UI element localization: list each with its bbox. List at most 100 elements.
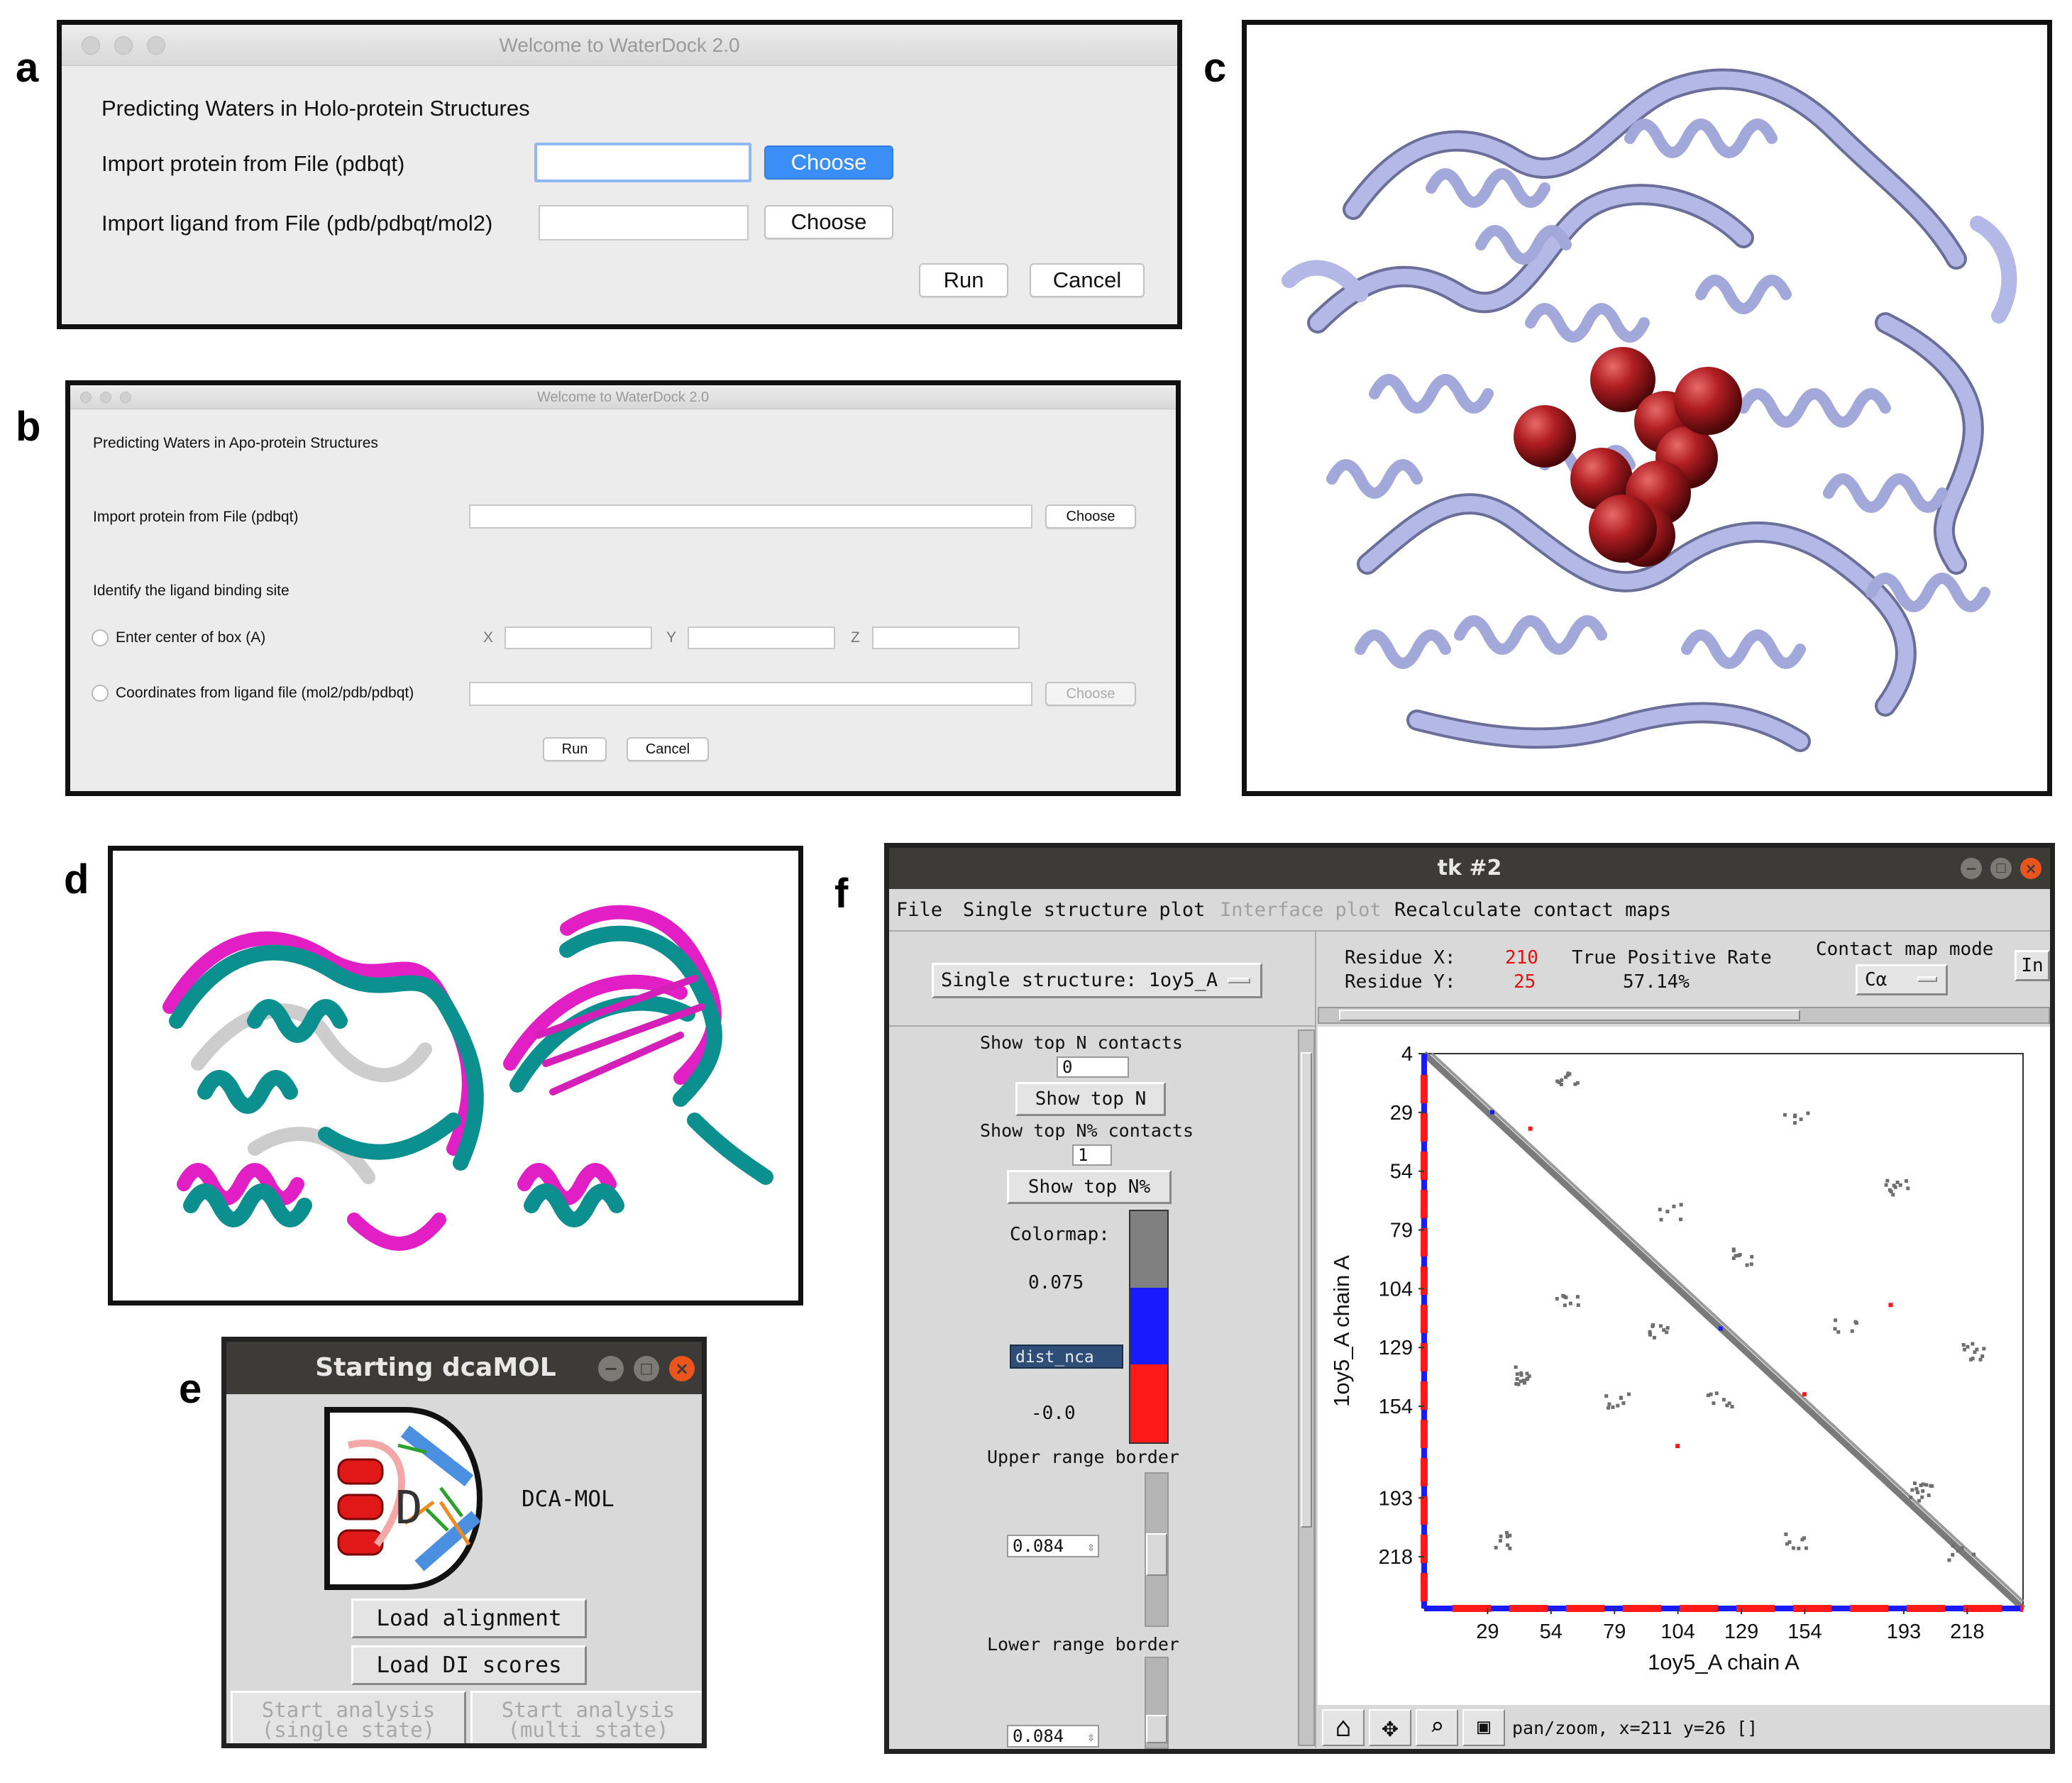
show-top-n-button[interactable]: Show top N [1015, 1082, 1166, 1116]
ligand-coords-input[interactable] [469, 682, 1032, 706]
contact-point [1525, 1371, 1529, 1376]
contact-point [1947, 1558, 1951, 1562]
contact-point [1616, 1403, 1620, 1408]
window-title: Starting dcaMOL [315, 1353, 556, 1382]
minimize-window-icon[interactable]: − [1961, 858, 1982, 879]
contact-point [1561, 1293, 1565, 1298]
zoom-icon[interactable]: ⌕ [1416, 1709, 1458, 1746]
maximize-window-icon[interactable]: □ [1990, 858, 2012, 879]
contact-point [1797, 1546, 1801, 1550]
contact-map-chart[interactable]: 29 54 79 104 129 154 193 218 4 29 54 79 104 129 154 193… [1318, 1027, 2050, 1705]
choose-ligand-button[interactable]: Choose [764, 205, 893, 239]
show-top-pct-button[interactable]: Show top N% [1007, 1170, 1172, 1204]
y-tick-label: 79 [1390, 1220, 1413, 1242]
protein-file-input[interactable] [469, 504, 1032, 529]
contact-point [1731, 1256, 1736, 1260]
minimize-window-icon[interactable]: − [598, 1356, 624, 1381]
contact-point [1499, 1534, 1503, 1538]
start-analysis-multi-button[interactable]: Start analysis (multi state) [470, 1691, 702, 1743]
show-top-n-input[interactable]: 0 [1057, 1056, 1129, 1078]
upper-range-label: Upper range border [987, 1447, 1179, 1467]
colormap-select[interactable]: dist_nca [1010, 1345, 1123, 1369]
load-di-scores-button[interactable]: Load DI scores [351, 1645, 587, 1685]
menu-file[interactable]: File [896, 899, 943, 921]
maximize-window-icon[interactable] [120, 392, 131, 403]
show-top-pct-label: Show top N% contacts [980, 1120, 1194, 1141]
contact-point [1564, 1296, 1568, 1300]
home-icon[interactable]: ⌂ [1322, 1709, 1365, 1746]
spinner-icon[interactable]: ⇳ [1087, 1730, 1095, 1745]
y-input[interactable] [688, 626, 835, 649]
show-top-pct-input[interactable]: 1 [1072, 1144, 1112, 1166]
minimize-window-icon[interactable] [114, 36, 133, 55]
structure-select[interactable]: Single structure: 1oy5_A [932, 963, 1262, 998]
contact-point [1514, 1365, 1518, 1369]
scrollbar-thumb[interactable] [1339, 1010, 1800, 1021]
choose-coords-button[interactable]: Choose [1045, 682, 1136, 706]
y-label: Y [666, 629, 677, 646]
upper-range-input[interactable]: 0.084 ⇳ [1007, 1535, 1099, 1557]
slider-handle[interactable] [1146, 1715, 1167, 1743]
structure-select-value: Single structure: 1oy5_A [941, 969, 1218, 991]
waterdock-holo-window: Welcome to WaterDock 2.0 Predicting Wate… [57, 20, 1182, 329]
menu-recalculate-contact-maps[interactable]: Recalculate contact maps [1394, 899, 1672, 921]
close-window-icon[interactable]: × [669, 1356, 695, 1381]
save-icon[interactable]: ▣ [1462, 1709, 1505, 1746]
choose-protein-button[interactable]: Choose [1045, 504, 1136, 529]
contact-point [1853, 1320, 1858, 1324]
center-box-label: Enter center of box (A) [116, 629, 266, 646]
x-input[interactable] [505, 626, 652, 649]
menu-interface-plot[interactable]: Interface plot [1220, 899, 1382, 921]
load-alignment-button[interactable]: Load alignment [351, 1599, 587, 1638]
contact-point [1506, 1543, 1510, 1547]
move-icon[interactable]: ✥ [1369, 1709, 1411, 1746]
contact-point [1919, 1483, 1923, 1487]
start-analysis-single-button[interactable]: Start analysis (single state) [231, 1691, 466, 1743]
upper-range-slider[interactable] [1145, 1472, 1169, 1627]
scrollbar-thumb[interactable] [1301, 1052, 1312, 1528]
maximize-window-icon[interactable]: □ [634, 1356, 659, 1381]
close-window-icon[interactable] [82, 36, 100, 55]
run-button[interactable]: Run [543, 737, 607, 761]
contact-point [1727, 1401, 1731, 1406]
protein-structure-render [1242, 20, 2052, 796]
maximize-window-icon[interactable] [147, 36, 165, 55]
dropdown-indicator-icon [1917, 976, 1937, 982]
vertical-scrollbar[interactable] [1298, 1029, 1315, 1746]
contact-point [1730, 1405, 1734, 1409]
minimize-window-icon[interactable] [100, 392, 111, 403]
lower-range-label: Lower range border [987, 1634, 1179, 1655]
protein-file-label: Import protein from File (pdbqt) [101, 151, 405, 176]
lower-range-slider[interactable] [1145, 1657, 1169, 1749]
contact-point [1508, 1546, 1512, 1550]
contact-point [1738, 1252, 1742, 1257]
colormap-label: Colormap: [1010, 1224, 1110, 1245]
ligand-file-input[interactable] [539, 205, 749, 241]
protein-file-input[interactable] [534, 143, 751, 182]
menu-single-structure-plot[interactable]: Single structure plot [963, 899, 1206, 921]
contact-point [1679, 1218, 1683, 1222]
choose-protein-button[interactable]: Choose [764, 145, 893, 180]
spinner-icon[interactable]: ⇳ [1087, 1540, 1095, 1555]
contact-point [1921, 1482, 1925, 1486]
center-box-radio[interactable] [92, 629, 109, 646]
contact-point [1971, 1342, 1975, 1346]
lower-range-input[interactable]: 0.084 ⇳ [1007, 1725, 1099, 1748]
x-tick-label: 54 [1540, 1621, 1563, 1643]
contact-point [1750, 1254, 1754, 1259]
close-window-icon[interactable]: × [2020, 858, 2041, 879]
in-button[interactable]: In [2015, 950, 2050, 981]
contact-point [1559, 1083, 1563, 1087]
cancel-button[interactable]: Cancel [627, 737, 709, 761]
horizontal-scrollbar[interactable] [1318, 1007, 2050, 1024]
run-button[interactable]: Run [919, 263, 1008, 297]
close-window-icon[interactable] [80, 392, 92, 403]
slider-handle[interactable] [1146, 1533, 1167, 1576]
ligand-coords-radio[interactable] [92, 685, 109, 702]
contact-point [1909, 1496, 1913, 1500]
contact-map-mode-select[interactable]: Cα [1856, 964, 1948, 995]
cancel-button[interactable]: Cancel [1030, 263, 1145, 297]
protein-cartoon-image [1282, 68, 2017, 752]
z-input[interactable] [872, 626, 1020, 649]
x-tick-label: 154 [1787, 1621, 1822, 1643]
